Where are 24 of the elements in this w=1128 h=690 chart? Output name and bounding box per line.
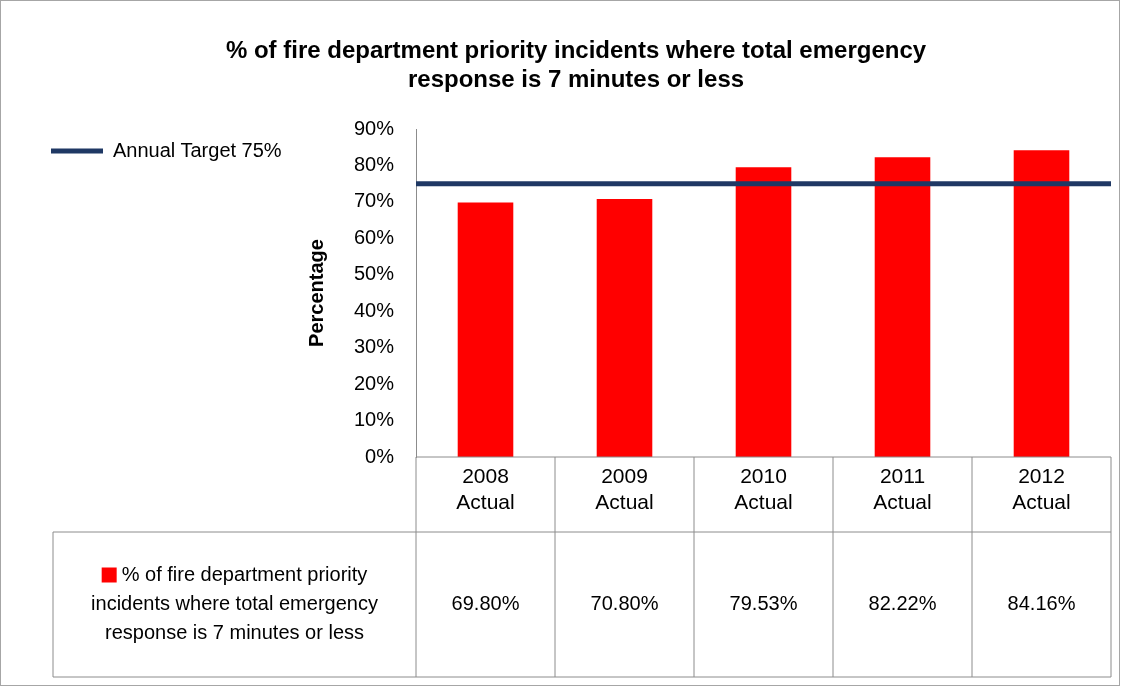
legend-label: % of fire department priority incidents where total emergency response is 7 minutes or less	[91, 563, 378, 644]
y-tick-label: 40%	[353, 298, 395, 321]
data-label: 82.22%	[868, 592, 937, 615]
y-tick-label: 0%	[365, 444, 395, 467]
x-tick-label: 2008 Actual	[456, 464, 515, 513]
data-label: 79.53%	[729, 592, 798, 615]
legend-label: Annual Target 75%	[113, 138, 282, 161]
data-label: 84.16%	[1007, 592, 1076, 615]
data-label: 70.80%	[590, 592, 659, 615]
x-tick-label: 2009 Actual	[595, 464, 654, 513]
y-tick-label: 50%	[353, 262, 395, 285]
y-tick-label: 60%	[353, 225, 395, 248]
x-tick-label: 2010 Actual	[734, 464, 793, 513]
y-tick-label: 80%	[353, 152, 395, 175]
y-axis-title: Percentage	[304, 239, 327, 347]
chart-title: % of fire department priority incidents where total emergency response is 7 minutes or less	[225, 35, 927, 92]
data-label: 69.80%	[451, 592, 520, 615]
y-tick-label: 90%	[353, 116, 395, 139]
y-tick-label: 70%	[353, 189, 395, 212]
y-tick-label: 20%	[353, 371, 395, 394]
y-tick-label: 30%	[353, 335, 395, 358]
x-tick-label: 2011 Actual	[873, 464, 932, 513]
y-tick-label: 10%	[353, 408, 395, 431]
x-tick-label: 2012 Actual	[1012, 464, 1071, 513]
